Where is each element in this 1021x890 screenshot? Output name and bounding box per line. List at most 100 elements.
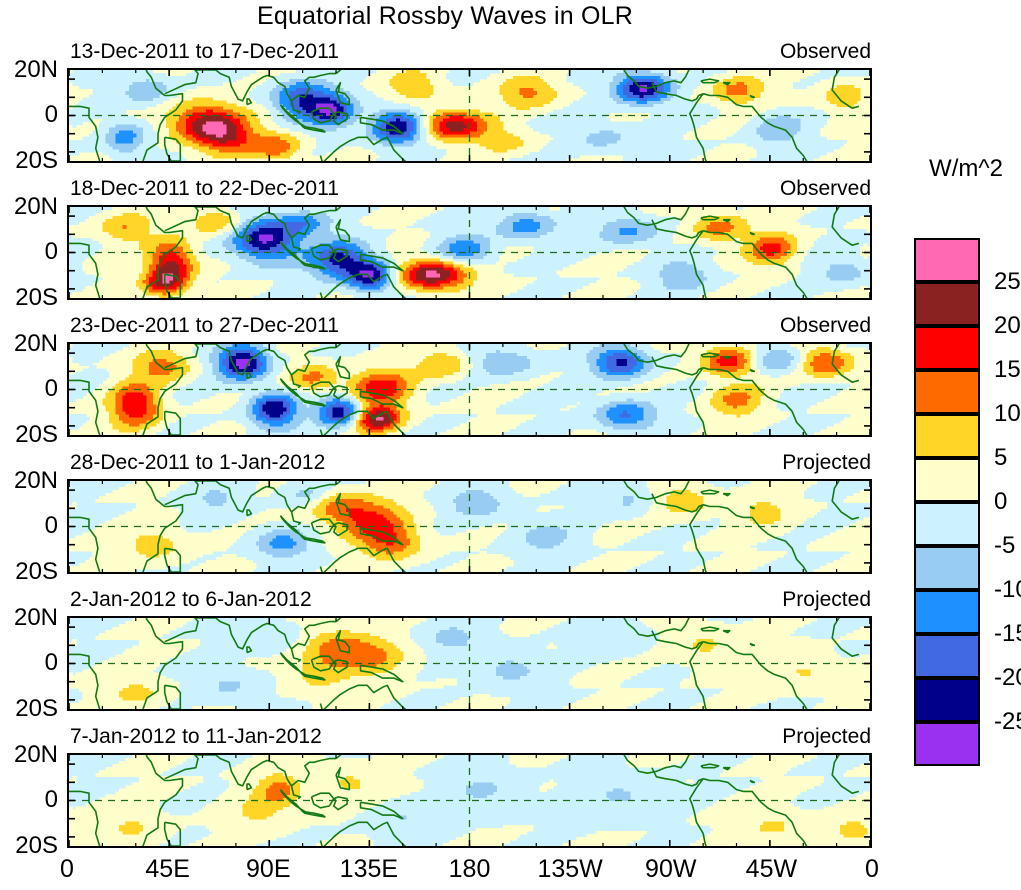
coastline-path	[69, 755, 184, 846]
panel-date-range: 7-Jan-2012 to 11-Jan-2012	[70, 725, 322, 748]
coastline-path	[335, 81, 351, 106]
coastline-path	[700, 215, 720, 221]
axis-ticks	[69, 481, 870, 572]
coastline-path	[163, 410, 182, 435]
panel-map-area[interactable]	[69, 207, 870, 298]
map-panel-2[interactable]: 18-Dec-2011 to 22-Dec-2011 Observed	[67, 177, 872, 300]
y-tick-label: 20N	[13, 604, 58, 631]
y-tick-label: 0	[44, 375, 58, 402]
x-tick-label: 45W	[745, 855, 798, 883]
contour-fill-region	[289, 79, 664, 138]
y-tick-label: 20N	[13, 330, 58, 357]
coastline-path	[359, 527, 404, 546]
panel-map-area[interactable]	[69, 618, 870, 709]
coastline-path	[193, 481, 302, 526]
contour-fill-region	[269, 535, 297, 549]
coastline-path	[290, 620, 336, 650]
contour-fill-region	[192, 115, 467, 144]
y-tick-label: 20S	[15, 695, 58, 722]
colorbar-swatch[interactable]	[914, 458, 980, 502]
colorbar-swatch[interactable]	[914, 502, 980, 546]
contour-fill-region	[242, 222, 384, 287]
map-panel-1[interactable]: 13-Dec-2011 to 17-Dec-2011 Observed	[67, 40, 872, 163]
y-axis-labels-panel-4: 20N 0 20S	[0, 467, 58, 585]
coastline-path	[831, 70, 860, 110]
y-axis-labels-panel-6: 20N 0 20S	[0, 741, 58, 859]
colorbar-swatch[interactable]	[914, 370, 980, 414]
coastlines	[69, 344, 860, 435]
colorbar-tick-label: 5	[994, 444, 1008, 471]
colorbar-swatch[interactable]	[914, 326, 980, 370]
panel-date-range: 28-Dec-2011 to 1-Jan-2012	[70, 451, 326, 474]
x-tick-label: 0	[865, 855, 879, 883]
panel-date-range: 18-Dec-2011 to 22-Dec-2011	[70, 177, 339, 200]
axis-ticks	[69, 207, 870, 298]
colorbar-swatch[interactable]	[914, 414, 980, 458]
panel-status-label: Observed	[779, 314, 871, 337]
coastline-path	[164, 618, 199, 643]
colorbar-swatch[interactable]	[914, 678, 980, 722]
coastline-path	[623, 755, 690, 775]
coastline-path	[722, 81, 731, 86]
colorbar-tick-label: 25	[994, 268, 1021, 295]
colorbar-tick-label: -20	[994, 664, 1021, 691]
map-panel-3[interactable]: 23-Dec-2011 to 27-Dec-2011 Observed	[67, 314, 872, 437]
panel-frame	[67, 205, 872, 300]
colorbar-tick-label: -25	[994, 708, 1021, 735]
coastline-path	[335, 70, 342, 75]
x-tick-label: 90E	[246, 855, 291, 883]
x-axis-tick-labels: 0 45E 90E 135E 180 135W 90W 45W 0	[60, 855, 879, 885]
coastline-path	[335, 766, 351, 791]
coastline-path	[688, 503, 808, 572]
coastline-path	[700, 763, 720, 769]
panel-map-area[interactable]	[69, 755, 870, 846]
coastline-path	[700, 626, 720, 632]
coastline-path	[749, 642, 756, 647]
map-panel-6[interactable]: 7-Jan-2012 to 11-Jan-2012 Projected	[67, 725, 872, 848]
panel-map-area[interactable]	[69, 344, 870, 435]
coastline-path	[359, 116, 404, 135]
coastline-path	[651, 219, 704, 239]
contour-fill-region	[229, 353, 627, 418]
colorbar-tick-label: -15	[994, 620, 1021, 647]
contour-fill-region	[69, 755, 870, 846]
coastlines	[69, 618, 860, 709]
colorbar-swatch[interactable]	[914, 722, 980, 766]
colorbar[interactable]: 25 20 15 10 5 0 -5 -10 -15 -20 -25	[914, 238, 1021, 766]
x-tick-label: 135W	[537, 855, 603, 883]
panel-date-range: 13-Dec-2011 to 17-Dec-2011	[70, 40, 339, 63]
coastline-path	[246, 646, 253, 654]
coastline-path	[749, 231, 756, 236]
panel-date-range: 2-Jan-2012 to 6-Jan-2012	[70, 588, 312, 611]
panel-contour-field	[69, 70, 870, 161]
axis-ticks	[69, 70, 870, 161]
panel-status-label: Projected	[782, 725, 871, 748]
contour-fill-region	[249, 228, 380, 284]
y-axis-labels-panel-2: 20N 0 20S	[0, 193, 58, 311]
colorbar-swatch[interactable]	[914, 590, 980, 634]
map-panel-4[interactable]: 28-Dec-2011 to 1-Jan-2012 Projected	[67, 451, 872, 574]
map-panel-5[interactable]: 2-Jan-2012 to 6-Jan-2012 Projected	[67, 588, 872, 711]
axis-ticks	[69, 755, 870, 846]
colorbar-swatch[interactable]	[914, 634, 980, 678]
contour-fill-region	[69, 207, 870, 298]
contour-fill-region	[259, 234, 374, 278]
colorbar-swatch[interactable]	[914, 282, 980, 326]
coastline-path	[700, 352, 720, 358]
coastline-path	[335, 207, 342, 212]
panel-map-area[interactable]	[69, 70, 870, 161]
coastline-path	[359, 390, 404, 409]
coastline-path	[302, 536, 326, 544]
coastline-path	[332, 522, 348, 537]
panel-contour-field	[69, 618, 870, 709]
contour-fill-region	[376, 416, 384, 421]
panel-contour-field	[69, 755, 870, 846]
coastline-path	[831, 618, 860, 658]
colorbar-swatch[interactable]	[914, 546, 980, 590]
coastline-path	[332, 111, 348, 126]
colorbar-swatch[interactable]	[914, 238, 980, 282]
coastline-path	[69, 618, 184, 709]
panel-map-area[interactable]	[69, 481, 870, 572]
panel-status-label: Projected	[782, 451, 871, 474]
y-tick-label: 20N	[13, 467, 58, 494]
